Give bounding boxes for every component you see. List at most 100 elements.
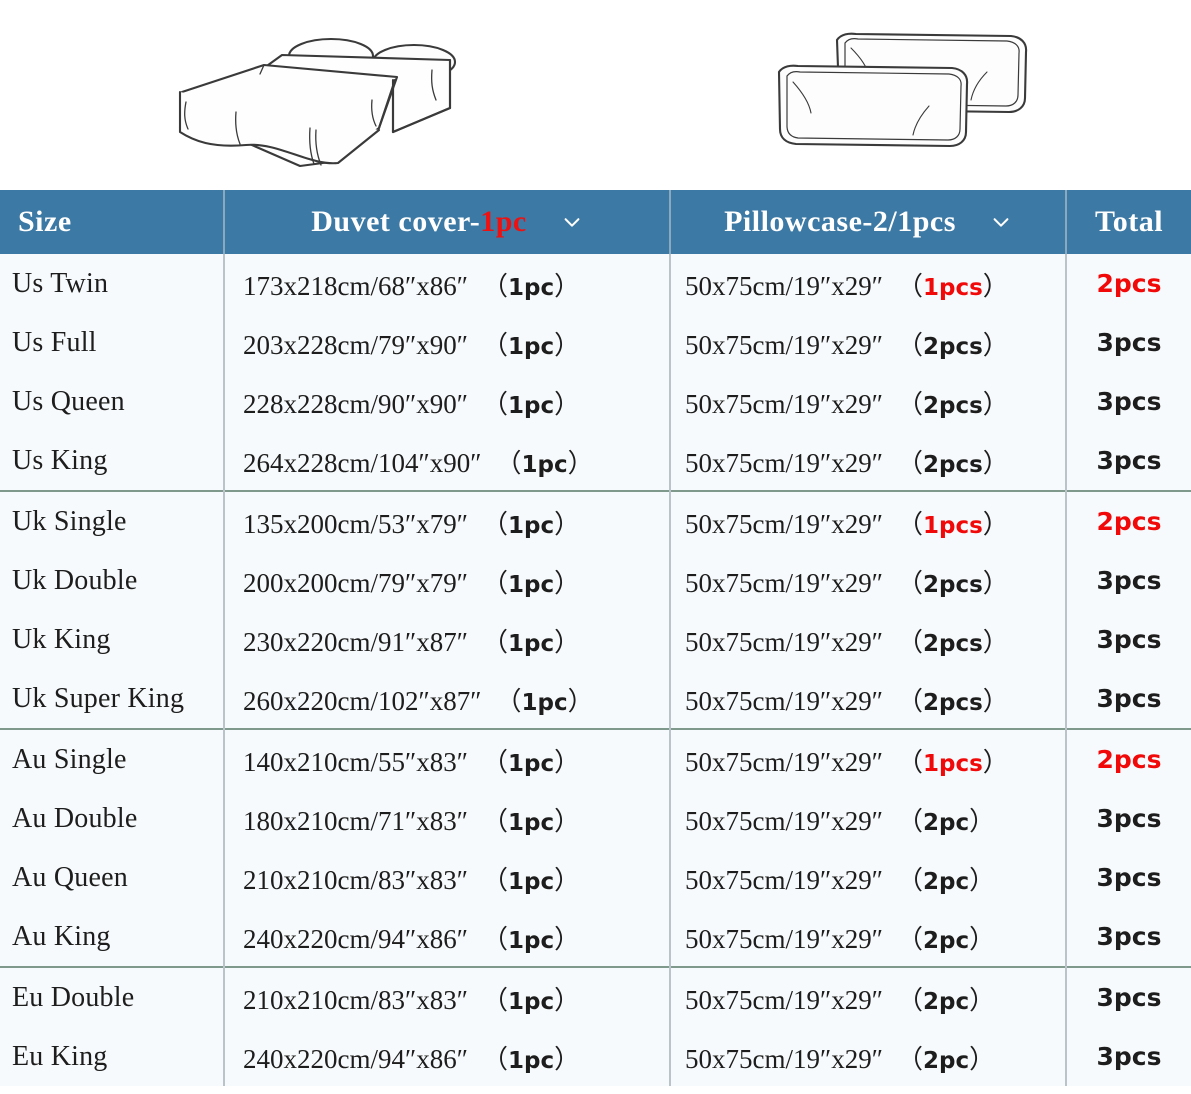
column-header-duvet-label: Duvet cover-1pc — [311, 205, 526, 239]
cell-duvet-cover: 200x200cm/79″x79″ （1pc） — [223, 551, 670, 610]
paren-close: ） — [982, 272, 1009, 301]
paren-close: ） — [969, 807, 996, 836]
paren-open: （ — [909, 628, 923, 657]
duvet-dimension: 260x220cm/102″x87″ — [243, 686, 509, 716]
paren-open: （ — [494, 1045, 508, 1074]
pillow-quantity: 2pcs — [923, 452, 983, 478]
cell-pillowcase: 50x75cm/19″x29″ （1pcs） — [669, 254, 1066, 313]
total-value: 3pcs — [1096, 387, 1162, 416]
paren-close: ） — [554, 569, 581, 598]
column-header-duvet-cover[interactable]: Duvet cover-1pc — [223, 190, 670, 254]
pillow-quantity: 1pcs — [923, 275, 983, 301]
paren-open: （ — [909, 449, 923, 478]
pillow-quantity: 1pcs — [923, 513, 983, 539]
total-value: 3pcs — [1096, 863, 1162, 892]
table-row: Us King 264x228cm/104″x90″ （1pc） 50x75cm/1… — [0, 431, 1191, 491]
duvet-dimension: 230x220cm/91″x87″ — [243, 627, 495, 657]
pillow-dimension: 50x75cm/19″x29″ — [685, 389, 910, 419]
total-value: 3pcs — [1096, 922, 1162, 951]
duvet-label-accent: 1pc — [480, 205, 527, 238]
cell-duvet-cover: 210x210cm/83″x83″ （1pc） — [223, 966, 670, 1027]
duvet-quantity: 1pc — [521, 452, 568, 478]
cell-total: 3pcs — [1065, 966, 1191, 1027]
paren-close: ） — [567, 449, 594, 478]
paren-close: ） — [982, 331, 1009, 360]
pillow-dimension: 50x75cm/19″x29″ — [685, 806, 910, 836]
cell-total: 3pcs — [1065, 372, 1191, 431]
paren-open: （ — [494, 807, 508, 836]
column-header-pillowcase[interactable]: Pillowcase-2/1pcs — [669, 190, 1066, 254]
cell-duvet-cover: 180x210cm/71″x83″ （1pc） — [223, 789, 670, 848]
cell-total: 3pcs — [1065, 1027, 1191, 1086]
pillow-dimension: 50x75cm/19″x29″ — [685, 271, 910, 301]
paren-open: （ — [909, 510, 923, 539]
column-header-size: Size — [0, 190, 224, 254]
table-row: Au Queen 210x210cm/83″x83″ （1pc） 50x75cm/1… — [0, 848, 1191, 907]
table-row: Au Double 180x210cm/71″x83″ （1pc） 50x75cm/… — [0, 789, 1191, 848]
pillow-dimension: 50x75cm/19″x29″ — [685, 448, 910, 478]
total-value: 3pcs — [1096, 625, 1162, 654]
cell-pillowcase: 50x75cm/19″x29″ （2pcs） — [669, 610, 1066, 669]
paren-close: ） — [554, 986, 581, 1015]
paren-close: ） — [982, 449, 1009, 478]
table-row: Uk Super King 260x220cm/102″x87″ （1pc） 50x… — [0, 669, 1191, 729]
cell-pillowcase: 50x75cm/19″x29″ （2pc） — [669, 848, 1066, 907]
duvet-cover-illustration — [150, 8, 480, 183]
paren-close: ） — [969, 1045, 996, 1074]
duvet-dimension: 240x220cm/94″x86″ — [243, 924, 495, 954]
total-value: 3pcs — [1096, 983, 1162, 1012]
paren-close: ） — [554, 628, 581, 657]
pillow-dimension: 50x75cm/19″x29″ — [685, 627, 910, 657]
paren-close: ） — [554, 390, 581, 419]
chevron-down-icon[interactable] — [561, 211, 583, 233]
duvet-quantity: 1pc — [508, 275, 555, 301]
paren-open: （ — [494, 628, 508, 657]
cell-duvet-cover: 140x210cm/55″x83″ （1pc） — [223, 728, 670, 789]
bedding-size-table: Size Duvet cover-1pc Pillowcase-2/1pcs — [0, 190, 1191, 1086]
table-row: Us Twin 173x218cm/68″x86″ （1pc） 50x75cm/19… — [0, 254, 1191, 313]
illustration-strip — [0, 0, 1191, 190]
pillow-quantity: 2pcs — [923, 631, 983, 657]
cell-total: 2pcs — [1065, 490, 1191, 551]
cell-pillowcase: 50x75cm/19″x29″ （2pc） — [669, 966, 1066, 1027]
cell-pillowcase: 50x75cm/19″x29″ （2pcs） — [669, 551, 1066, 610]
pillow-dimension: 50x75cm/19″x29″ — [685, 686, 910, 716]
cell-size: Au Queen — [0, 848, 224, 907]
paren-close: ） — [554, 1045, 581, 1074]
paren-open: （ — [909, 866, 923, 895]
cell-pillowcase: 50x75cm/19″x29″ （2pc） — [669, 907, 1066, 967]
paren-close: ） — [554, 807, 581, 836]
duvet-dimension: 210x210cm/83″x83″ — [243, 865, 495, 895]
cell-pillowcase: 50x75cm/19″x29″ （1pcs） — [669, 728, 1066, 789]
cell-size: Uk Double — [0, 551, 224, 610]
pillow-dimension: 50x75cm/19″x29″ — [685, 568, 910, 598]
duvet-dimension: 140x210cm/55″x83″ — [243, 747, 495, 777]
cell-total: 3pcs — [1065, 431, 1191, 491]
cell-total: 3pcs — [1065, 551, 1191, 610]
pillow-quantity: 2pc — [923, 928, 970, 954]
pillow-dimension: 50x75cm/19″x29″ — [685, 924, 910, 954]
paren-open: （ — [494, 569, 508, 598]
pillow-quantity: 2pcs — [923, 690, 983, 716]
paren-open: （ — [909, 272, 923, 301]
paren-open: （ — [909, 807, 923, 836]
pillow-quantity: 2pc — [923, 989, 970, 1015]
duvet-quantity: 1pc — [508, 631, 555, 657]
paren-open: （ — [909, 687, 923, 716]
pillow-quantity: 2pc — [923, 869, 970, 895]
paren-close: ） — [982, 390, 1009, 419]
table-row: Uk King 230x220cm/91″x87″ （1pc） 50x75cm/19… — [0, 610, 1191, 669]
paren-close: ） — [554, 925, 581, 954]
pillow-quantity: 1pcs — [923, 751, 983, 777]
chevron-down-icon[interactable] — [990, 211, 1012, 233]
cell-size: Au King — [0, 907, 224, 967]
cell-total: 3pcs — [1065, 669, 1191, 729]
total-value: 3pcs — [1096, 684, 1162, 713]
cell-duvet-cover: 210x210cm/83″x83″ （1pc） — [223, 848, 670, 907]
duvet-quantity: 1pc — [508, 393, 555, 419]
duvet-dimension: 180x210cm/71″x83″ — [243, 806, 495, 836]
paren-open: （ — [909, 390, 923, 419]
cell-total: 2pcs — [1065, 728, 1191, 789]
cell-size: Us Twin — [0, 254, 224, 313]
paren-close: ） — [969, 986, 996, 1015]
